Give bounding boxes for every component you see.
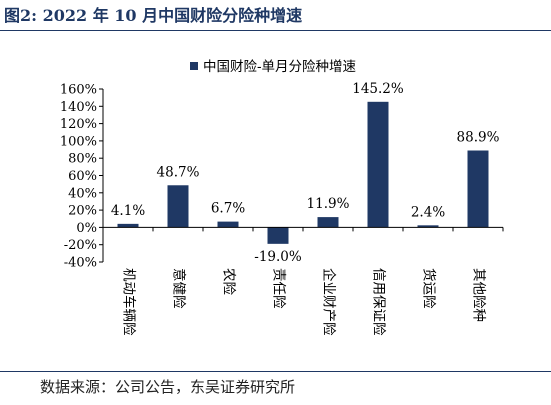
data-label: 6.7%	[211, 201, 245, 217]
x-category-label: 农险	[221, 268, 237, 295]
y-tick-label: -20%	[64, 238, 97, 253]
y-tick-label: 140%	[60, 100, 97, 115]
title-rule	[0, 30, 551, 31]
x-category-label: 意健险	[171, 268, 188, 309]
x-category-label: 责任险	[271, 268, 287, 309]
x-category-label: 货运险	[421, 268, 438, 309]
y-tick-label: 40%	[68, 186, 97, 201]
bar	[267, 227, 289, 244]
y-tick-label: 160%	[60, 83, 97, 98]
y-axis: -40% -20% 0% 20% 40% 60% 80% 100% 120% 140% 160%	[60, 83, 104, 271]
bar	[217, 221, 239, 228]
footer-rule	[0, 371, 551, 372]
data-label: 2.4%	[411, 204, 445, 220]
y-tick-label: 20%	[68, 204, 97, 219]
y-tick-label: 60%	[68, 169, 97, 184]
x-category-label: 企业财产险	[321, 268, 338, 336]
bar	[367, 101, 389, 228]
y-tick-label: 120%	[60, 117, 97, 132]
x-axis: 机动车辆险 意健险 农险 责任险 企业财产险 信用保证险 货运险 其他险种	[102, 226, 504, 336]
source-note: 数据来源：公司公告，东吴证券研究所	[40, 378, 296, 396]
data-label: 4.1%	[111, 203, 145, 219]
bar	[417, 225, 439, 228]
data-label: 48.7%	[157, 164, 200, 180]
y-tick-label: -40%	[64, 256, 97, 271]
data-label: 88.9%	[457, 130, 500, 146]
y-tick-label: 0%	[76, 221, 97, 236]
bar	[467, 150, 489, 228]
y-tick-label: 100%	[60, 134, 97, 149]
data-label: 145.2%	[352, 81, 404, 97]
figure-title: 图2: 2022 年 10 月中国财险分险种增速	[4, 6, 303, 25]
x-category-label: 信用保证险	[371, 268, 387, 336]
data-label: -19.0%	[254, 249, 302, 265]
x-category-label: 其他险种	[471, 268, 487, 322]
x-category-label: 机动车辆险	[121, 268, 138, 336]
legend-label: 中国财险-单月分险种增速	[203, 59, 356, 75]
bars: 4.1% 48.7% 6.7% -19.0% 11.9% 145.2% 2.4% 88.9%	[111, 81, 500, 265]
chart-legend: 中国财险-单月分险种增速	[190, 59, 356, 75]
bar	[117, 223, 139, 228]
y-tick-label: 80%	[68, 152, 97, 167]
bar	[167, 185, 189, 228]
legend-swatch	[190, 62, 198, 70]
bar	[317, 217, 339, 228]
data-label: 11.9%	[307, 196, 350, 212]
